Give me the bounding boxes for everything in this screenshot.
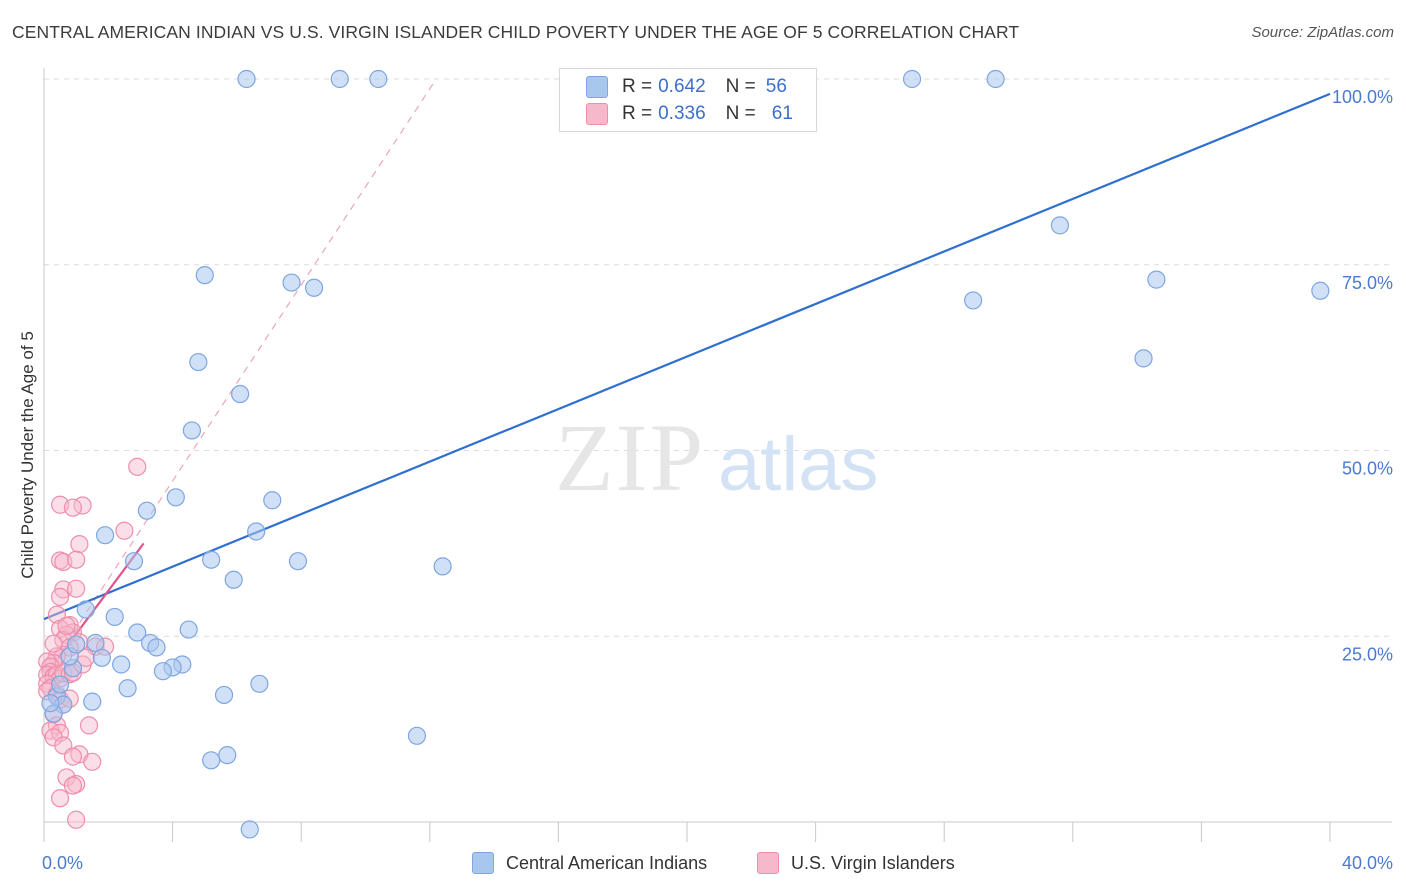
data-point-central-american-indians [41,694,60,713]
data-point-central-american-indians [166,488,185,507]
chart-title: CENTRAL AMERICAN INDIAN VS U.S. VIRGIN I… [12,22,1020,42]
data-point-us-virgin-islanders [63,747,83,766]
x-tick-label-max: 40.0% [1342,853,1393,873]
bottom-legend-label: Central American Indians [506,852,708,873]
data-point-central-american-indians [288,552,308,571]
source-label: Source: ZipAtlas.com [1251,24,1394,41]
legend-r-value: 0.336 [658,103,706,124]
data-point-us-virgin-islanders [70,535,89,554]
data-point-central-american-indians [124,552,144,571]
data-point-central-american-indians [153,662,173,681]
data-point-us-virgin-islanders [67,579,86,598]
data-point-us-virgin-islanders [57,616,76,635]
data-point-us-virgin-islanders [67,550,86,569]
x-tick-label-min: 0.0% [42,853,83,873]
data-point-central-american-indians [433,557,452,576]
legend-n-label: N = [725,103,756,124]
data-point-central-american-indians [105,607,124,627]
data-point-central-american-indians [986,69,1005,89]
y-axis-label: Child Poverty Under the Age of 5 [18,331,37,579]
data-point-central-american-indians [128,623,147,642]
data-point-central-american-indians [250,674,269,693]
legend-swatch-blue [586,76,608,98]
data-point-central-american-indians [92,648,111,667]
data-point-central-american-indians [202,751,221,770]
data-point-central-american-indians [902,69,922,89]
data-point-us-virgin-islanders [63,498,83,517]
data-point-us-virgin-islanders [44,634,63,653]
data-point-central-american-indians [179,620,198,639]
data-point-central-american-indians [137,501,156,520]
data-point-central-american-indians [263,491,282,510]
data-point-central-american-indians [214,685,234,705]
data-point-us-virgin-islanders [50,789,70,808]
data-point-us-virgin-islanders [128,457,147,476]
data-point-us-virgin-islanders [79,716,99,735]
data-point-us-virgin-islanders [63,776,83,795]
data-point-us-virgin-islanders [83,752,102,771]
data-point-us-virgin-islanders [50,587,70,606]
watermark-zip: ZIP [555,404,705,511]
data-point-central-american-indians [247,522,266,541]
data-point-central-american-indians [240,820,259,839]
y-tick-label: 100.0% [1332,87,1393,107]
data-point-central-american-indians [67,635,86,654]
data-point-central-american-indians [1147,270,1166,289]
legend-row-central-american-indians: R = 0.642 N = 56 [586,75,787,99]
data-point-central-american-indians [95,526,115,545]
bottom-legend-swatch-pink [757,852,779,874]
grid-lines [44,78,1392,637]
data-point-central-american-indians [189,352,208,372]
watermark: ZIP atlas [555,404,879,511]
y-tick-label: 75.0% [1342,273,1393,293]
data-point-central-american-indians [369,69,388,89]
data-point-central-american-indians [1134,349,1153,368]
legend-r-label: R = [622,103,653,124]
data-point-central-american-indians [218,746,237,765]
legend-row-us-virgin-islanders: R = 0.336 N = 61 [586,102,793,126]
legend: R = 0.642 N = 56 R = 0.336 N = 61 [559,68,817,132]
data-point-central-american-indians [118,679,137,698]
data-point-central-american-indians [224,570,243,589]
trendline-pink-dashed [43,78,437,678]
data-point-central-american-indians [50,675,70,694]
data-point-us-virgin-islanders [115,521,134,540]
legend-r-value: 0.642 [658,76,706,97]
data-point-central-american-indians [202,550,221,569]
legend-n-value: 61 [771,103,793,124]
y-tick-label: 25.0% [1342,644,1393,664]
data-point-central-american-indians [237,69,256,89]
watermark-atlas: atlas [718,422,879,507]
bottom-legend-label: U.S. Virgin Islanders [791,852,955,873]
legend-n-label: N = [725,76,756,97]
data-point-central-american-indians [182,421,201,440]
data-point-central-american-indians [112,655,131,674]
legend-n-value: 56 [765,76,787,97]
legend-r-label: R = [622,76,653,97]
data-point-central-american-indians [1050,216,1070,235]
tick-labels: 25.0% 50.0% 75.0% 100.0% 0.0% 40.0% [42,87,1393,873]
data-point-central-american-indians [407,726,427,745]
legend-swatch-pink [586,103,608,125]
data-point-central-american-indians [195,266,214,285]
data-point-central-american-indians [83,692,102,711]
data-point-central-american-indians [330,69,349,89]
data-point-central-american-indians [1311,281,1330,300]
data-point-central-american-indians [231,384,250,404]
data-point-central-american-indians [147,638,166,657]
bottom-legend-central-american-indians: Central American Indians [472,852,707,874]
data-point-us-virgin-islanders [67,810,86,829]
bottom-legend-swatch-blue [472,852,494,874]
data-point-central-american-indians [282,273,301,292]
data-point-central-american-indians [76,600,95,619]
y-tick-label: 50.0% [1342,459,1393,479]
bottom-legend-us-virgin-islanders: U.S. Virgin Islanders [757,852,955,874]
data-point-central-american-indians [304,278,324,297]
axes [43,68,1392,842]
data-point-central-american-indians [964,291,983,310]
